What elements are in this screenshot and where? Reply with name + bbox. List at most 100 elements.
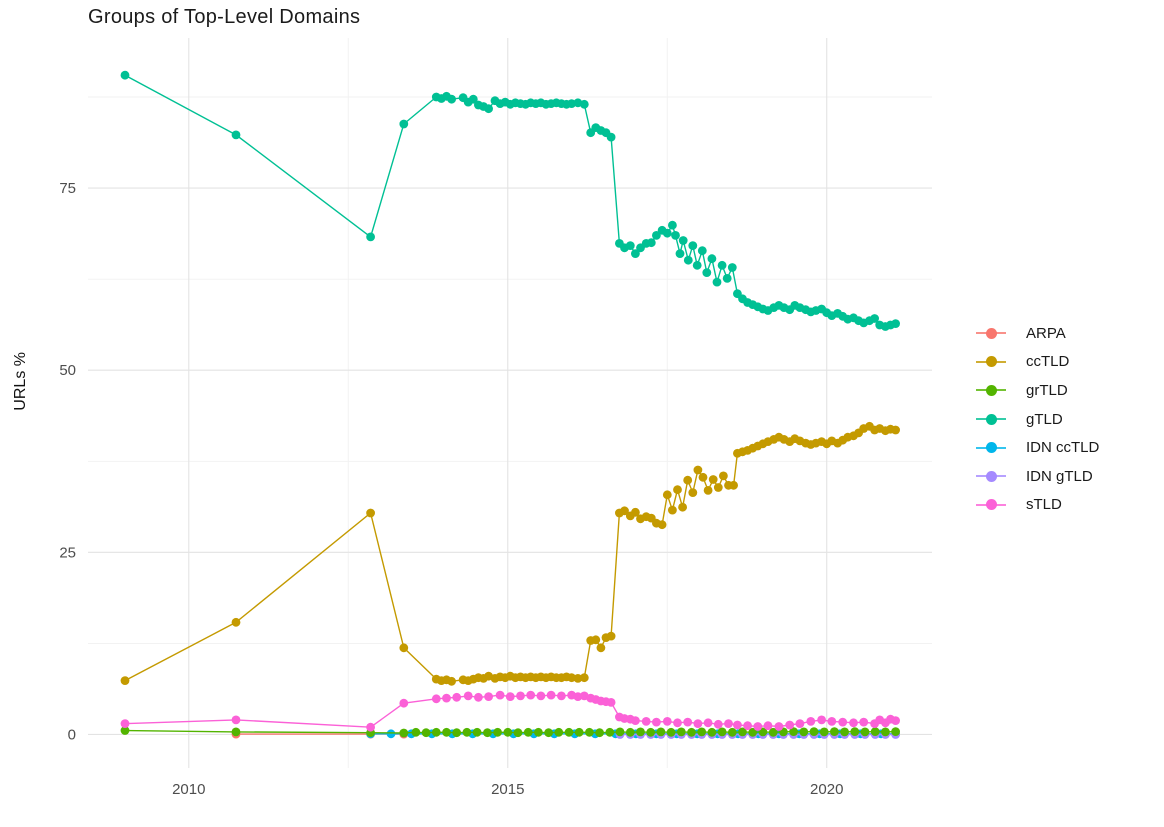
data-point-gtld	[646, 238, 656, 248]
data-point-stld	[641, 717, 651, 726]
data-point-grtld	[768, 727, 778, 737]
data-point-gtld	[399, 119, 409, 129]
legend-dot-icon	[985, 470, 997, 482]
data-point-stld	[631, 716, 640, 725]
data-point-grtld	[789, 727, 798, 736]
data-point-cctld	[668, 505, 677, 515]
data-point-grtld	[676, 727, 686, 737]
data-point-cctld	[620, 506, 629, 516]
data-point-grtld	[625, 727, 635, 737]
data-point-gtld	[468, 94, 478, 104]
data-point-gtld	[891, 319, 900, 328]
data-point-grtld	[554, 727, 564, 737]
data-point-cctld	[657, 520, 667, 530]
data-point-gtld	[688, 241, 698, 251]
data-point-gtld	[671, 231, 680, 240]
data-point-grtld	[727, 727, 737, 737]
x-axis-tick-label: 2015	[491, 781, 524, 798]
legend-item-arpa: ARPA	[976, 319, 1099, 348]
data-point-cctld	[673, 485, 682, 495]
data-point-grtld	[687, 727, 696, 737]
data-point-gtld	[722, 274, 732, 283]
data-point-gtld	[606, 132, 616, 142]
data-point-grtld	[431, 727, 441, 737]
legend-key-icon-arpa	[976, 327, 1006, 339]
legend-label-stld: sTLD	[1026, 496, 1062, 514]
data-point-stld	[683, 717, 693, 727]
data-point-gtld	[579, 99, 589, 109]
data-point-stld	[743, 721, 752, 731]
series-line-grtld	[124, 729, 896, 734]
data-point-grtld	[399, 728, 409, 738]
legend-key-icon-idn-cctld	[976, 442, 1006, 454]
data-point-stld	[231, 715, 241, 725]
legend-dot-icon	[985, 442, 997, 454]
data-point-stld	[536, 691, 546, 701]
data-point-stld	[662, 717, 672, 726]
data-point-stld	[763, 721, 773, 731]
legend-item-stld: sTLD	[976, 491, 1099, 520]
data-point-cctld	[678, 502, 687, 512]
data-point-cctld	[662, 490, 672, 500]
data-point-stld	[795, 719, 805, 728]
data-point-cctld	[366, 508, 375, 518]
y-axis-title: URLs %	[12, 352, 29, 411]
data-point-grtld	[891, 727, 900, 736]
data-point-grtld	[717, 727, 727, 737]
data-point-stld	[366, 722, 375, 732]
data-point-grtld	[462, 727, 472, 737]
data-point-stld	[703, 718, 713, 728]
data-point-stld	[399, 698, 409, 708]
data-point-gtld	[697, 246, 707, 256]
data-point-stld	[474, 692, 483, 702]
data-point-grtld	[503, 727, 513, 737]
data-point-grtld	[830, 727, 839, 736]
legend: ARPA ccTLD grTLD gTLD IDN ccTLD IDN gTLD sTLD	[976, 319, 1099, 519]
data-point-stld	[120, 719, 130, 728]
legend-label-idn-gtld: IDN gTLD	[1026, 467, 1093, 485]
data-point-gtld	[120, 70, 130, 80]
legend-key-icon-cctld	[976, 356, 1006, 368]
data-point-grtld	[636, 727, 645, 737]
data-point-grtld	[860, 727, 870, 737]
legend-dot-icon	[985, 356, 997, 368]
data-point-gtld	[625, 241, 635, 251]
data-point-stld	[606, 698, 616, 707]
data-point-grtld	[472, 727, 482, 737]
data-point-grtld	[411, 727, 421, 737]
data-point-grtld	[738, 727, 747, 737]
data-point-cctld	[719, 471, 728, 481]
data-point-cctld	[447, 676, 456, 686]
data-point-grtld	[585, 727, 594, 737]
data-point-stld	[724, 719, 733, 728]
legend-dot-icon	[985, 384, 997, 396]
data-point-grtld	[819, 727, 829, 737]
data-point-grtld	[595, 728, 604, 738]
legend-dot-icon	[985, 499, 997, 511]
data-point-stld	[484, 692, 493, 701]
y-axis-tick-label: 75	[59, 180, 76, 197]
data-point-stld	[463, 691, 473, 701]
data-point-grtld	[564, 727, 574, 737]
data-point-cctld	[693, 465, 703, 475]
data-point-stld	[849, 718, 858, 728]
data-point-stld	[452, 692, 462, 702]
data-point-gtld	[484, 104, 493, 114]
data-point-stld	[546, 690, 556, 700]
data-point-grtld	[605, 727, 615, 737]
data-point-stld	[652, 717, 661, 727]
chart-title: Groups of Top-Level Domains	[88, 6, 361, 28]
data-point-cctld	[708, 475, 718, 484]
legend-item-grtld: grTLD	[976, 376, 1099, 405]
data-point-grtld	[809, 727, 819, 736]
data-point-cctld	[120, 676, 130, 685]
legend-label-cctld: ccTLD	[1026, 353, 1070, 371]
data-point-cctld	[729, 480, 738, 490]
data-point-grtld	[850, 727, 860, 736]
data-point-grtld	[799, 727, 809, 737]
data-point-cctld	[596, 643, 606, 653]
data-point-grtld	[666, 727, 676, 737]
data-point-cctld	[231, 617, 241, 627]
legend-label-grtld: grTLD	[1026, 381, 1068, 399]
